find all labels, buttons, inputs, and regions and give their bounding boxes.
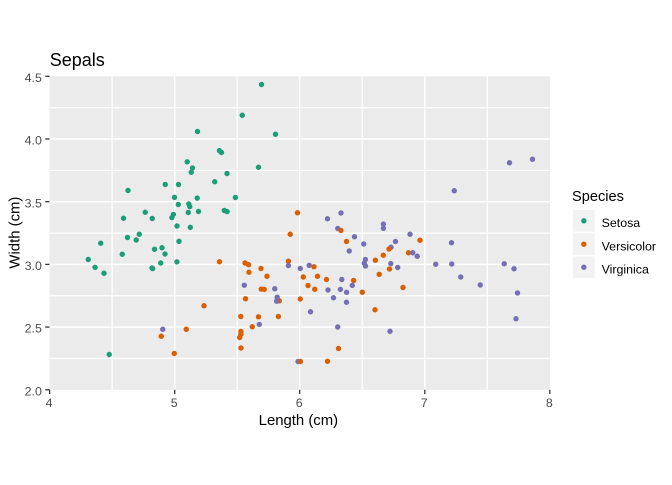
svg-text:3.0: 3.0 (25, 259, 42, 273)
svg-text:4.5: 4.5 (25, 71, 42, 85)
svg-text:2.0: 2.0 (25, 384, 42, 398)
svg-text:Species: Species (572, 189, 624, 205)
svg-text:3.5: 3.5 (25, 196, 42, 210)
svg-text:2.5: 2.5 (25, 322, 42, 336)
svg-text:Width (cm): Width (cm) (8, 197, 24, 269)
svg-text:4: 4 (46, 396, 53, 410)
svg-text:Length (cm): Length (cm) (259, 413, 338, 429)
svg-text:7: 7 (421, 396, 428, 410)
svg-text:5: 5 (171, 396, 178, 410)
svg-text:8: 8 (546, 396, 553, 410)
svg-text:6: 6 (296, 396, 303, 410)
svg-text:Sepals: Sepals (50, 50, 105, 70)
svg-text:4.0: 4.0 (25, 134, 42, 148)
svg-text:Setosa: Setosa (602, 216, 641, 230)
svg-text:Virginica: Virginica (602, 263, 649, 277)
svg-text:Versicolor: Versicolor (602, 240, 656, 254)
